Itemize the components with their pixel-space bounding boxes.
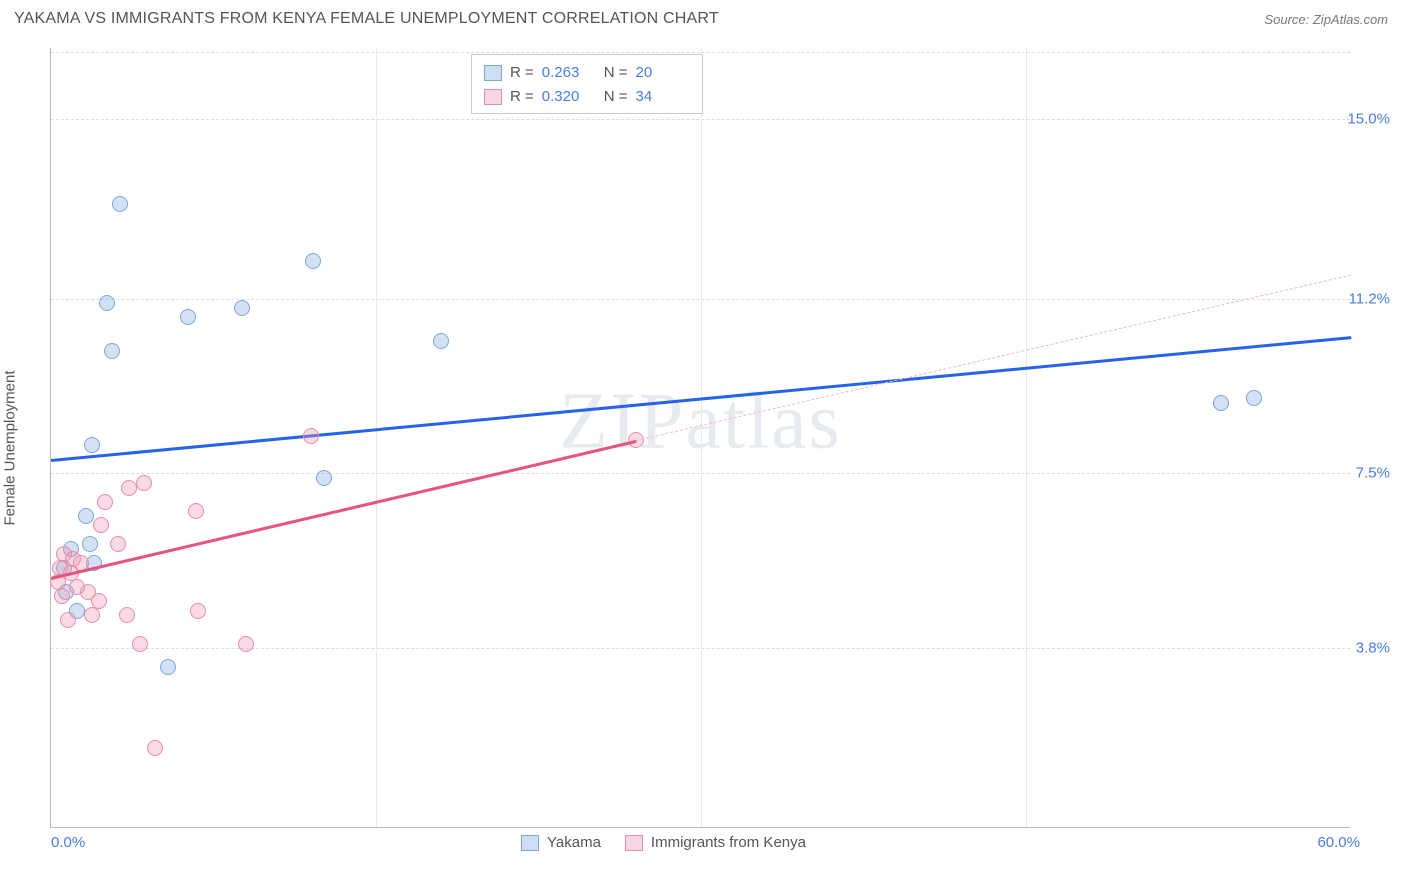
legend-r-value: 0.263 <box>542 61 596 85</box>
data-point <box>1246 390 1262 406</box>
data-point <box>110 536 126 552</box>
y-tick-label: 15.0% <box>1330 110 1390 127</box>
data-point <box>188 503 204 519</box>
x-tick-label: 60.0% <box>1317 834 1360 851</box>
data-point <box>54 588 70 604</box>
legend-stats-row: R = 0.263 N = 20 <box>484 61 690 85</box>
data-point <box>180 309 196 325</box>
y-axis-title: Female Unemployment <box>2 370 19 525</box>
legend-series: Yakama Immigrants from Kenya <box>521 834 806 851</box>
y-tick-label: 3.8% <box>1330 640 1390 657</box>
data-point <box>121 480 137 496</box>
legend-series-item: Immigrants from Kenya <box>625 834 806 851</box>
legend-series-item: Yakama <box>521 834 601 851</box>
data-point <box>1213 395 1229 411</box>
swatch-blue-icon <box>521 835 539 851</box>
chart-title: YAKAMA VS IMMIGRANTS FROM KENYA FEMALE U… <box>14 10 719 28</box>
data-point <box>190 603 206 619</box>
data-point <box>84 437 100 453</box>
swatch-pink-icon <box>484 89 502 105</box>
swatch-blue-icon <box>484 65 502 81</box>
vgrid-line <box>1026 48 1027 827</box>
legend-n-label: N = <box>604 85 628 109</box>
legend-stats: R = 0.263 N = 20 R = 0.320 N = 34 <box>471 54 703 114</box>
legend-n-value: 20 <box>636 61 690 85</box>
data-point <box>147 740 163 756</box>
data-point <box>238 636 254 652</box>
data-point <box>136 475 152 491</box>
x-tick-label: 0.0% <box>51 834 85 851</box>
data-point <box>97 494 113 510</box>
data-point <box>82 536 98 552</box>
chart-container: Female Unemployment ZIPatlas 3.8%7.5%11.… <box>50 48 1390 848</box>
data-point <box>433 333 449 349</box>
legend-r-label: R = <box>510 61 534 85</box>
data-point <box>104 343 120 359</box>
legend-r-value: 0.320 <box>542 85 596 109</box>
legend-series-label: Yakama <box>547 834 601 851</box>
data-point <box>132 636 148 652</box>
data-point <box>305 253 321 269</box>
source-label: Source: ZipAtlas.com <box>1264 12 1388 27</box>
data-point <box>93 517 109 533</box>
data-point <box>78 508 94 524</box>
legend-n-value: 34 <box>636 85 690 109</box>
y-tick-label: 11.2% <box>1330 290 1390 307</box>
data-point <box>119 607 135 623</box>
trend-line <box>51 440 637 580</box>
chart-header: YAKAMA VS IMMIGRANTS FROM KENYA FEMALE U… <box>0 0 1406 34</box>
data-point <box>234 300 250 316</box>
legend-stats-row: R = 0.320 N = 34 <box>484 85 690 109</box>
vgrid-line <box>376 48 377 827</box>
legend-r-label: R = <box>510 85 534 109</box>
plot-area: ZIPatlas 3.8%7.5%11.2%15.0%0.0%60.0%R =0… <box>50 48 1350 828</box>
data-point <box>112 196 128 212</box>
data-point <box>99 295 115 311</box>
legend-n-label: N = <box>604 61 628 85</box>
legend-series-label: Immigrants from Kenya <box>651 834 806 851</box>
trend-line <box>636 275 1351 441</box>
data-point <box>84 607 100 623</box>
y-tick-label: 7.5% <box>1330 465 1390 482</box>
data-point <box>316 470 332 486</box>
vgrid-line <box>701 48 702 827</box>
data-point <box>160 659 176 675</box>
data-point <box>60 612 76 628</box>
data-point <box>303 428 319 444</box>
swatch-pink-icon <box>625 835 643 851</box>
